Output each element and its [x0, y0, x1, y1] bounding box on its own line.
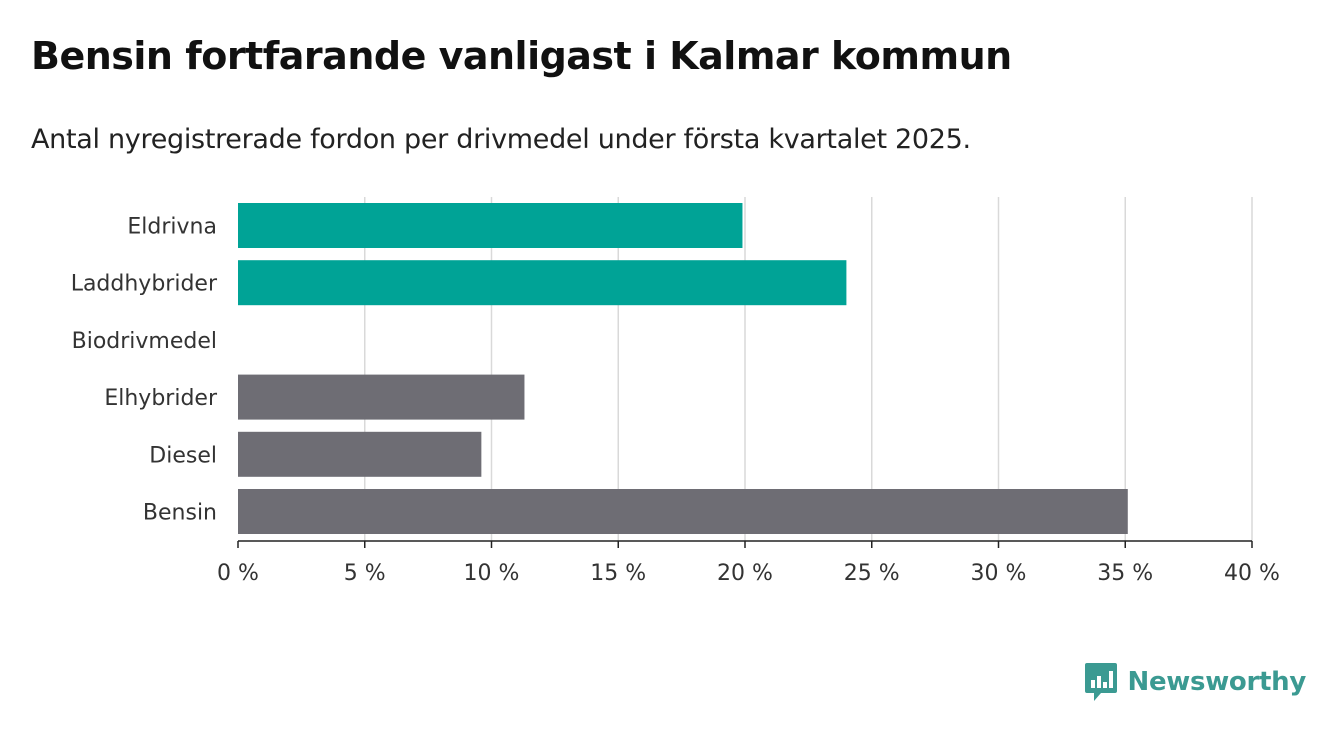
bar-chart-speech-bubble-icon — [1084, 663, 1117, 701]
bar — [238, 260, 847, 306]
x-tick-label: 30 % — [971, 561, 1027, 586]
x-tick-label: 35 % — [1097, 561, 1153, 586]
x-tick-label: 0 % — [217, 561, 259, 586]
bar — [238, 431, 482, 477]
chart-title: Bensin fortfarande vanligast i Kalmar ko… — [31, 34, 1012, 78]
category-label: Biodrivmedel — [72, 329, 217, 354]
x-tick-label: 25 % — [844, 561, 900, 586]
x-tick-label: 10 % — [464, 561, 520, 586]
chart-subtitle: Antal nyregistrerade fordon per drivmede… — [31, 124, 971, 155]
category-label: Bensin — [143, 501, 217, 526]
brand-logo: Newsworthy — [1084, 662, 1306, 702]
x-tick-label: 20 % — [717, 561, 773, 586]
x-tick-label: 5 % — [344, 561, 386, 586]
bar — [238, 374, 525, 420]
bar — [238, 489, 1128, 534]
category-label: Elhybrider — [104, 386, 218, 411]
brand-name: Newsworthy — [1127, 667, 1307, 697]
category-label: Diesel — [149, 443, 217, 468]
bar — [238, 203, 743, 248]
category-label: Eldrivna — [127, 215, 217, 240]
x-tick-label: 15 % — [590, 561, 646, 586]
category-label: Laddhybrider — [71, 272, 218, 297]
x-tick-label: 40 % — [1224, 561, 1280, 586]
